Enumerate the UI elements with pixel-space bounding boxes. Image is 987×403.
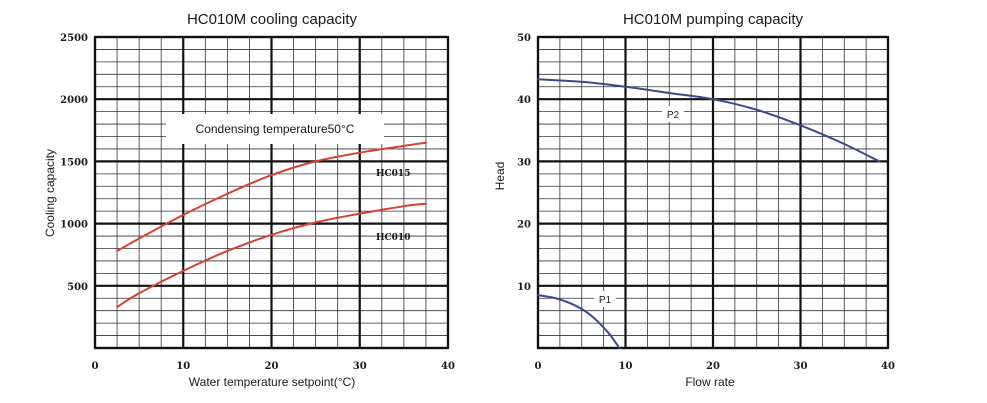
pumping-series-lines [537, 78, 881, 349]
y-tick-label: 50 [517, 33, 531, 44]
y-tick-label: 2500 [60, 33, 88, 44]
x-tick-label: 30 [353, 361, 367, 372]
y-tick-label: 30 [517, 157, 531, 168]
x-tick-label: 20 [706, 361, 720, 372]
y-tick-label: 1000 [60, 220, 88, 231]
p1-label-bg [594, 291, 616, 307]
pumping-grid [536, 35, 890, 350]
pumping-x-axis-label: Flow rate [685, 375, 735, 389]
y-tick-label: 20 [517, 220, 531, 231]
x-tick-label: 0 [92, 361, 99, 372]
pumping-capacity-chart: HC010M pumping capacity 0 10 20 30 40 10 20 30 4… [493, 11, 895, 389]
series-label-p2: P2 [667, 110, 680, 121]
pumping-y-axis-label: Head [493, 162, 507, 191]
condensing-annotation-box [166, 114, 384, 144]
series-label-hc010: HC010 [376, 233, 410, 243]
cooling-chart-title: HC010M cooling capacity [187, 11, 358, 28]
y-tick-label: 2000 [60, 95, 88, 106]
x-tick-label: 30 [794, 361, 808, 372]
x-tick-label: 10 [619, 361, 633, 372]
p2-label-bg [662, 106, 684, 122]
plot-frame [93, 35, 450, 350]
series-label-p1: P1 [599, 295, 612, 306]
cooling-series-lines [116, 141, 427, 308]
condensing-annotation: Condensing temperature50°C [196, 122, 355, 136]
cooling-y-axis-label: Cooling capacity [43, 149, 57, 237]
series-line-hc010 [116, 202, 427, 308]
series-line-hc015 [116, 141, 427, 252]
cooling-capacity-chart: HC010M cooling capacity 0 10 20 30 40 500 1000… [43, 11, 455, 389]
y-tick-label: 10 [517, 282, 531, 293]
pumping-chart-title: HC010M pumping capacity [623, 11, 804, 28]
plot-frame [536, 35, 890, 350]
x-tick-label: 40 [881, 361, 895, 372]
x-tick-label: 40 [441, 361, 455, 372]
x-tick-label: 0 [535, 361, 542, 372]
cooling-x-axis-label: Water temperature setpoint(°C) [189, 375, 355, 389]
y-tick-label: 40 [517, 95, 531, 106]
y-tick-label: 1500 [60, 157, 88, 168]
x-tick-label: 10 [176, 361, 190, 372]
cooling-tick-labels: 0 10 20 30 40 500 1000 1500 2000 2500 [60, 33, 455, 372]
cooling-grid [93, 35, 450, 350]
x-tick-label: 20 [265, 361, 279, 372]
series-line-p1 [537, 294, 621, 349]
series-label-hc015: HC015 [376, 169, 410, 179]
pumping-tick-labels: 0 10 20 30 40 10 20 30 40 50 [517, 33, 895, 372]
series-line-p2 [537, 78, 881, 163]
y-tick-label: 500 [67, 282, 88, 293]
